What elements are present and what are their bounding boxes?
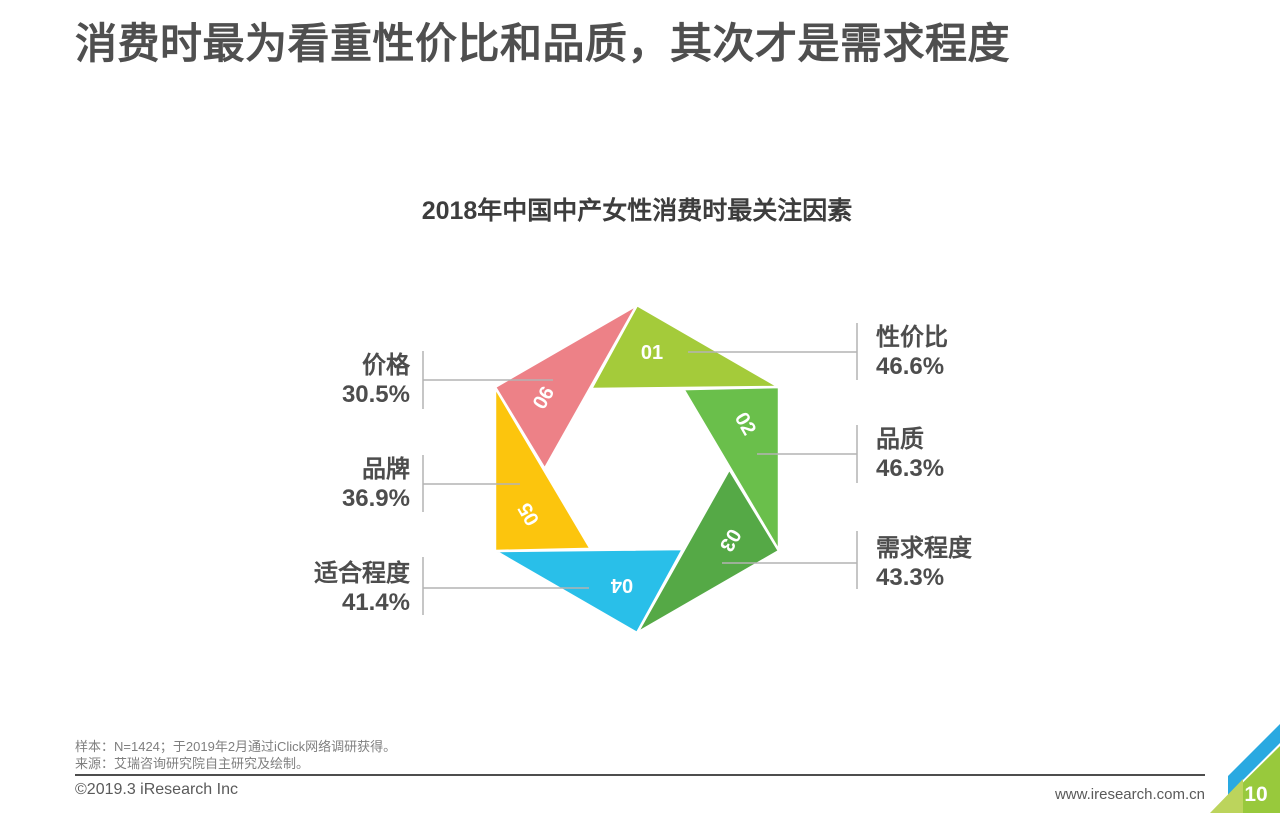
corner-decoration: 10 [1210, 724, 1280, 813]
factor-name: 价格 [362, 352, 410, 379]
factor-name: 适合程度 [314, 560, 410, 587]
footer-rule [75, 774, 1205, 776]
factor-value: 36.9% [341, 485, 410, 512]
label-suitability: 适合程度 41.4% [314, 559, 410, 617]
segment-01-number: 01 [641, 342, 663, 364]
label-brand: 品牌 36.9% [342, 455, 410, 513]
page-title: 消费时最为看重性价比和品质，其次才是需求程度 [75, 20, 1011, 67]
factor-value: 41.4% [341, 589, 410, 616]
segment-04-number: 04 [610, 574, 633, 596]
footnote-sample: 样本：N=1424；于2019年2月通过iClick网络调研获得。 [75, 739, 397, 754]
factor-name: 品质 [876, 426, 924, 453]
factor-name: 需求程度 [876, 535, 972, 562]
factor-name: 品牌 [362, 456, 410, 483]
factor-value: 46.6% [876, 353, 945, 380]
label-demand-degree: 需求程度 43.3% [876, 534, 972, 592]
label-cost-performance: 性价比 46.6% [876, 323, 948, 381]
corner-blue-stripe [1228, 724, 1280, 795]
copyright: ©2019.3 iResearch Inc [75, 781, 238, 798]
corner-light-green-triangle [1210, 779, 1243, 813]
footnote-source: 来源：艾瑞咨询研究院自主研究及绘制。 [75, 756, 310, 771]
segment-06-shape [493, 303, 639, 471]
footnotes: 样本：N=1424；于2019年2月通过iClick网络调研获得。 来源：艾瑞咨… [75, 738, 396, 772]
chart-title: 2018年中国中产女性消费时最关注因素 [421, 197, 853, 225]
page-number: 10 [1244, 783, 1267, 806]
label-price: 价格 30.5% [342, 351, 410, 409]
website-url: www.iresearch.com.cn [1054, 786, 1205, 803]
factor-name: 性价比 [876, 324, 948, 351]
factor-value: 43.3% [876, 564, 945, 591]
chart-segment-04: 04 [493, 547, 685, 635]
factor-value: 30.5% [341, 381, 410, 408]
chart-segment-06: 06 [493, 303, 639, 471]
label-connectors [422, 323, 858, 615]
factor-value: 46.3% [876, 455, 945, 482]
label-quality: 品质 46.3% [876, 425, 944, 483]
